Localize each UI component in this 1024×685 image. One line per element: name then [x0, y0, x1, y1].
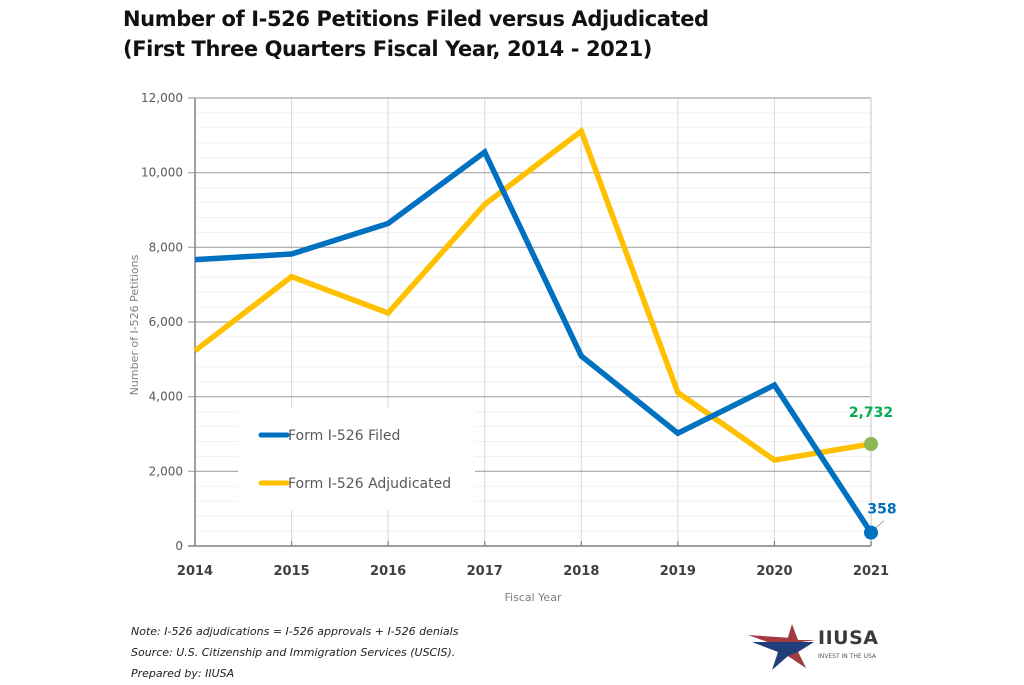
x-tick-label: 2017	[467, 564, 503, 579]
axes	[188, 98, 872, 547]
y-axis-title: Number of I-526 Petitions	[128, 254, 141, 395]
note-source: Source: U.S. Citizenship and Immigration…	[131, 646, 456, 659]
star-logo-icon	[748, 624, 816, 670]
data-label-filed: 358	[867, 502, 896, 518]
x-tick-label: 2018	[563, 564, 599, 579]
chart-notes: Note: I-526 adjudications = I-526 approv…	[131, 621, 458, 684]
x-tick-label: 2016	[370, 564, 406, 579]
legend-box	[238, 408, 475, 510]
logo-tagline: INVEST IN THE USA	[818, 653, 876, 660]
chart-title: Number of I-526 Petitions Filed versus A…	[123, 4, 709, 64]
logo-wordmark: IIUSA	[818, 627, 879, 649]
y-tick-label: 10,000	[141, 166, 183, 180]
series-line-adjudicated	[193, 126, 872, 464]
x-tick-label: 2015	[273, 564, 309, 579]
chart-title-line-1: Number of I-526 Petitions Filed versus A…	[123, 7, 709, 31]
series-line-filed	[194, 147, 874, 535]
end-marker-adjudicated	[864, 437, 878, 452]
note-prepared-by: Prepared by: IIUSA	[131, 667, 235, 680]
chart-title-line-2: (First Three Quarters Fiscal Year, 2014 …	[123, 37, 653, 61]
iiusa-logo: IIUSA INVEST IN THE USA	[748, 622, 898, 672]
y-tick-label: 6,000	[149, 315, 183, 329]
legend-label-filed: Form I-526 Filed	[288, 428, 400, 444]
legend: Form I-526 Filed Form I-526 Adjudicated	[238, 408, 475, 510]
y-tick-labels: 0 2,000 4,000 6,000 8,000 10,000 12,000	[141, 91, 183, 553]
x-tick-label: 2019	[660, 564, 696, 579]
note-definition: Note: I-526 adjudications = I-526 approv…	[131, 625, 459, 638]
x-tick-labels: 2014 2015 2016 2017 2018 2019 2020 2021	[177, 564, 889, 579]
end-marker-filed	[864, 525, 878, 540]
end-markers: 358 2,732	[849, 405, 897, 540]
y-tick-label: 4,000	[149, 390, 183, 404]
y-tick-label: 2,000	[149, 464, 183, 478]
legend-label-adjudicated: Form I-526 Adjudicated	[288, 476, 451, 492]
y-tick-label: 0	[175, 539, 183, 553]
x-tick-label: 2021	[853, 564, 889, 579]
y-tick-label: 12,000	[141, 91, 183, 105]
x-tick-label: 2014	[177, 564, 213, 579]
x-axis-title: Fiscal Year	[505, 591, 562, 604]
y-tick-label: 8,000	[149, 240, 183, 254]
x-tick-label: 2020	[756, 564, 792, 579]
data-label-adjudicated: 2,732	[849, 405, 893, 421]
